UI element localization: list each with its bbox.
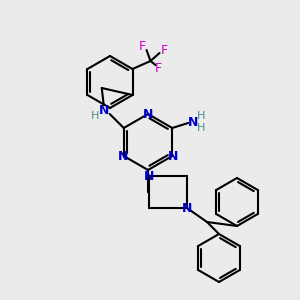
Text: F: F bbox=[139, 40, 146, 53]
Text: F: F bbox=[161, 44, 168, 58]
Text: F: F bbox=[155, 62, 162, 76]
Text: H: H bbox=[197, 111, 206, 121]
Text: N: N bbox=[182, 202, 192, 214]
Text: H: H bbox=[91, 111, 99, 121]
Text: N: N bbox=[168, 149, 178, 163]
Text: N: N bbox=[144, 169, 154, 182]
Text: N: N bbox=[188, 116, 198, 128]
Text: H: H bbox=[197, 123, 206, 133]
Text: N: N bbox=[118, 149, 128, 163]
Text: N: N bbox=[143, 107, 153, 121]
Text: N: N bbox=[99, 103, 109, 116]
